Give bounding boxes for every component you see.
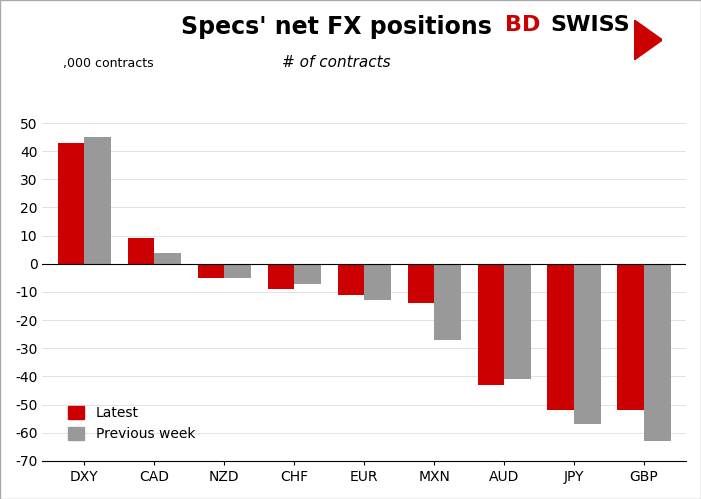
Bar xyxy=(574,264,601,424)
Text: BD: BD xyxy=(505,15,540,35)
Bar xyxy=(294,264,321,283)
Bar xyxy=(57,143,84,264)
Legend: Latest, Previous week: Latest, Previous week xyxy=(62,401,200,447)
Text: SWISS: SWISS xyxy=(550,15,630,35)
Bar xyxy=(504,264,531,379)
Bar xyxy=(128,239,154,264)
Bar xyxy=(224,264,251,278)
Bar xyxy=(547,264,574,410)
Bar xyxy=(434,264,461,340)
Bar xyxy=(477,264,504,385)
Bar xyxy=(154,252,181,264)
Text: ,000 contracts: ,000 contracts xyxy=(63,57,154,70)
Bar xyxy=(268,264,294,289)
Text: Specs' net FX positions: Specs' net FX positions xyxy=(181,15,492,39)
Bar xyxy=(618,264,644,410)
Bar xyxy=(644,264,671,441)
Bar xyxy=(338,264,365,295)
Bar xyxy=(198,264,224,278)
Polygon shape xyxy=(634,20,662,60)
Text: # of contracts: # of contracts xyxy=(283,55,390,70)
Bar xyxy=(407,264,434,303)
Bar xyxy=(365,264,390,300)
Bar xyxy=(84,137,111,264)
